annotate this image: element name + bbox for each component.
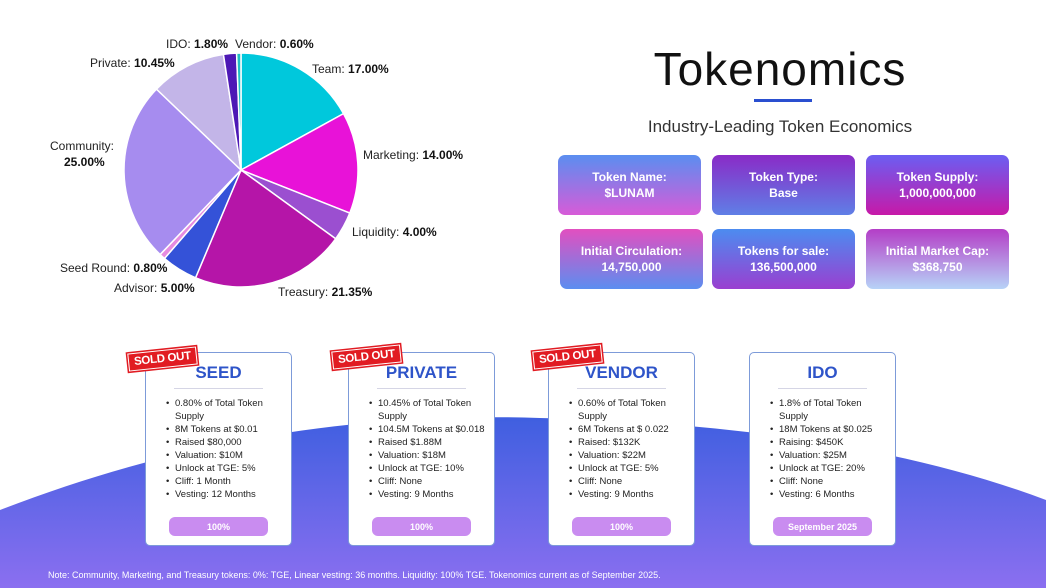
list-item: Raised $80,000	[166, 436, 286, 449]
list-item: 104.5M Tokens at $0.018	[369, 423, 489, 436]
round-title: PRIVATE	[385, 363, 458, 382]
pie-label-ido: IDO: 1.80%	[166, 37, 228, 51]
round-status-pill: September 2025	[773, 517, 872, 536]
list-item: 6M Tokens at $ 0.022	[569, 423, 689, 436]
list-item: Valuation: $18M	[369, 449, 489, 462]
list-item: Raised $1.88M	[369, 436, 489, 449]
list-item: 1.8% of Total Token Supply	[770, 397, 890, 423]
round-details-list: 0.80% of Total Token Supply 8M Tokens at…	[166, 397, 286, 501]
list-item: Valuation: $25M	[770, 449, 890, 462]
info-box-token-type: Token Type: Base	[712, 155, 855, 215]
card-divider	[577, 388, 666, 389]
info-box-label: Token Name:	[592, 170, 667, 184]
info-box-value: 1,000,000,000	[899, 186, 976, 200]
pie-label-private: Private: 10.45%	[90, 56, 175, 70]
pie-label-advisor: Advisor: 5.00%	[114, 281, 195, 295]
card-divider	[174, 388, 263, 389]
list-item: 0.60% of Total Token Supply	[569, 397, 689, 423]
allocation-pie-chart: Team: 17.00% Marketing: 14.00% Liquidity: …	[50, 37, 463, 299]
list-item: Raised: $132K	[569, 436, 689, 449]
pie-slice-community	[123, 88, 243, 256]
pie-slice-treasury	[194, 168, 337, 288]
info-box-label: Initial Market Cap:	[885, 244, 990, 258]
info-box-token-name: Token Name: $LUNAM	[558, 155, 701, 215]
pie-label-team: Team: 17.00%	[312, 62, 389, 76]
round-card-vendor: VENDOR 0.60% of Total Token Supply 6M To…	[548, 352, 695, 546]
list-item: Cliff: None	[770, 475, 890, 488]
list-item: Vesting: 9 Months	[569, 488, 689, 501]
pie-label-vendor: Vendor: 0.60%	[235, 37, 314, 51]
pie-label-treasury: Treasury: 21.35%	[278, 285, 373, 299]
list-item: 0.80% of Total Token Supply	[166, 397, 286, 423]
round-card-ido: IDO 1.8% of Total Token Supply 18M Token…	[749, 352, 896, 546]
pie-slice-private	[155, 53, 243, 173]
pie-slice-marketing	[239, 112, 359, 215]
round-card-private: PRIVATE 10.45% of Total Token Supply 104…	[348, 352, 495, 546]
info-box-value: 14,750,000	[601, 260, 662, 274]
list-item: Valuation: $10M	[166, 449, 286, 462]
list-item: Unlock at TGE: 5%	[569, 462, 689, 475]
round-details-list: 0.60% of Total Token Supply 6M Tokens at…	[569, 397, 689, 501]
pie-label-seedround: Seed Round: 0.80%	[60, 261, 168, 275]
list-item: Vesting: 12 Months	[166, 488, 286, 501]
info-box-value: $368,750	[912, 260, 963, 274]
info-box-initial-market-cap: Initial Market Cap: $368,750	[866, 229, 1009, 289]
pie-label-marketing: Marketing: 14.00%	[363, 148, 463, 162]
list-item: Cliff: 1 Month	[166, 475, 286, 488]
pie-slice-vendor	[235, 52, 242, 171]
list-item: 8M Tokens at $0.01	[166, 423, 286, 436]
info-box-label: Initial Circulation:	[580, 244, 683, 258]
pie-slice-team	[240, 52, 345, 172]
round-details-list: 10.45% of Total Token Supply 104.5M Toke…	[369, 397, 489, 501]
list-item: Vesting: 9 Months	[369, 488, 489, 501]
pie-label-community: Community: 25.00%	[50, 139, 114, 169]
info-box-label: Token Type:	[749, 170, 818, 184]
list-item: Cliff: None	[569, 475, 689, 488]
round-details-list: 1.8% of Total Token Supply 18M Tokens at…	[770, 397, 890, 501]
info-box-value: $LUNAM	[604, 186, 655, 200]
list-item: Cliff: None	[369, 475, 489, 488]
round-status-pill: 100%	[169, 517, 268, 536]
info-box-token-supply: Token Supply: 1,000,000,000	[866, 155, 1009, 215]
info-box-initial-circulation: Initial Circulation: 14,750,000	[560, 229, 703, 289]
round-title: SEED	[195, 363, 242, 382]
round-title: IDO	[807, 363, 838, 382]
info-box-tokens-for-sale: Tokens for sale: 136,500,000	[712, 229, 855, 289]
info-box-label: Token Supply:	[896, 170, 979, 184]
round-status-pill: 100%	[572, 517, 671, 536]
info-box-value: 136,500,000	[750, 260, 817, 274]
list-item: 10.45% of Total Token Supply	[369, 397, 489, 423]
page-subtitle: Industry-Leading Token Economics	[647, 117, 913, 136]
info-box-label: Tokens for sale:	[737, 244, 830, 258]
list-item: Unlock at TGE: 5%	[166, 462, 286, 475]
round-title: VENDOR	[585, 363, 658, 382]
list-item: Unlock at TGE: 20%	[770, 462, 890, 475]
page-title: Tokenomics	[653, 43, 907, 95]
pie-label-liquidity: Liquidity: 4.00%	[352, 225, 437, 239]
info-box-value: Base	[769, 186, 798, 200]
list-item: 18M Tokens at $0.025	[770, 423, 890, 436]
card-divider	[778, 388, 867, 389]
list-item: Vesting: 6 Months	[770, 488, 890, 501]
list-item: Unlock at TGE: 10%	[369, 462, 489, 475]
list-item: Raising: $450K	[770, 436, 890, 449]
list-item: Valuation: $22M	[569, 449, 689, 462]
title-underline	[754, 99, 812, 102]
round-card-seed: SEED 0.80% of Total Token Supply 8M Toke…	[145, 352, 292, 546]
card-divider	[377, 388, 466, 389]
round-status-pill: 100%	[372, 517, 471, 536]
footnote: Note: Community, Marketing, and Treasury…	[48, 570, 661, 580]
